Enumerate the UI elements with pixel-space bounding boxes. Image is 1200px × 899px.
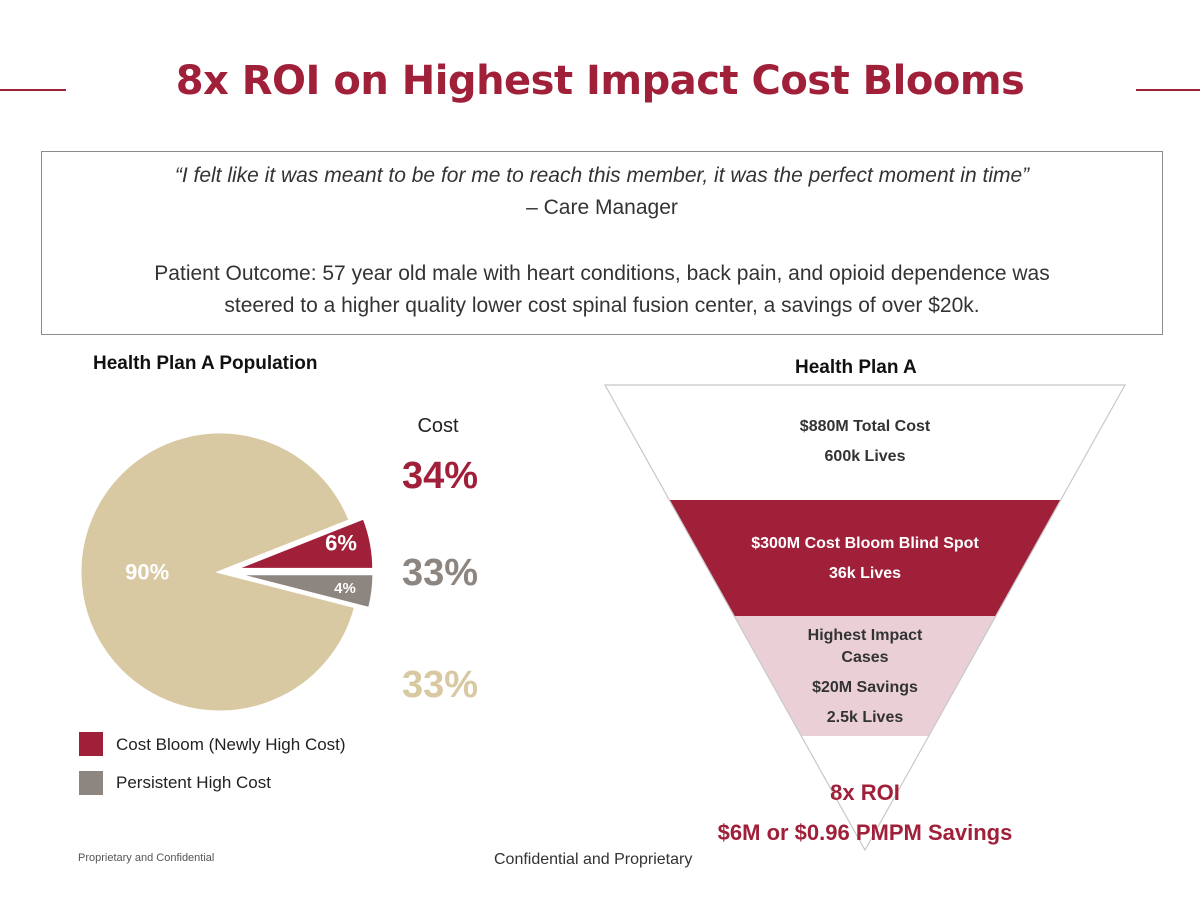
legend-swatch-cost-bloom	[79, 732, 103, 756]
patient-outcome: Patient Outcome: 57 year old male with h…	[62, 258, 1142, 322]
funnel-stage-2-text: $300M Cost Bloom Blind Spot 36k Lives	[710, 535, 1020, 583]
funnel-outline	[603, 384, 1127, 852]
pie-slice-rest	[78, 430, 358, 714]
legend-label-cost-bloom: Cost Bloom (Newly High Cost)	[116, 735, 346, 754]
legend-swatch-persistent	[79, 771, 103, 795]
pie-label-persistent: 4%	[334, 580, 356, 597]
funnel-stage-1	[605, 385, 1125, 500]
footer-center: Confidential and Proprietary	[494, 851, 693, 868]
quote-author: – Care Manager	[526, 196, 678, 219]
pie-label-cost-bloom: 6%	[325, 531, 357, 556]
title-rule-left	[0, 89, 66, 91]
cost-share-persistent: 33%	[401, 552, 479, 594]
pie-title: Health Plan A Population	[93, 353, 318, 374]
funnel-stage-2	[669, 500, 1061, 616]
funnel-stage-1-line-2: 600k Lives	[824, 448, 906, 465]
funnel-chart	[603, 384, 1127, 852]
pie-label-rest: 90%	[125, 560, 169, 585]
outcome-line-1: Patient Outcome: 57 year old male with h…	[154, 262, 1050, 285]
legend-label-persistent: Persistent High Cost	[116, 773, 271, 792]
outcome-line-2: steered to a higher quality lower cost s…	[224, 294, 980, 317]
funnel-stage-1-line-1: $880M Total Cost	[799, 418, 931, 435]
funnel-stage-1-text: $880M Total Cost 600k Lives	[740, 418, 990, 466]
pie-slice-cost-bloom	[233, 515, 376, 571]
cost-share-rest: 33%	[401, 664, 479, 706]
footer-left: Proprietary and Confidential	[78, 852, 215, 864]
cost-header: Cost	[417, 415, 459, 437]
quote-text: “I felt like it was meant to be for me t…	[174, 164, 1030, 187]
pie-slice-persistent	[233, 572, 376, 611]
funnel-stage-3-line-3: $20M Savings	[812, 679, 918, 696]
title-rule-right	[1136, 89, 1200, 91]
pie-chart: 6% 4% 90%	[78, 430, 376, 714]
funnel-stage-3-line-2: Cases	[841, 649, 889, 666]
cost-share-cost-bloom: 34%	[401, 455, 479, 497]
funnel-stage-2-line-2: 36k Lives	[828, 565, 902, 582]
funnel-stage-2-line-1: $300M Cost Bloom Blind Spot	[751, 535, 979, 552]
savings-label: $6M or $0.96 PMPM Savings	[717, 820, 1013, 845]
page-title: 8x ROI on Highest Impact Cost Blooms	[175, 58, 1025, 104]
funnel-stage-3-line-1: Highest Impact	[807, 627, 923, 644]
funnel-title: Health Plan A	[795, 357, 917, 378]
funnel-stage-3-text: Highest Impact Cases $20M Savings 2.5k L…	[760, 625, 970, 729]
quote-box: “I felt like it was meant to be for me t…	[41, 151, 1163, 335]
funnel-stage-3	[734, 616, 996, 736]
funnel-stage-3-line-4: 2.5k Lives	[826, 709, 904, 726]
roi-label: 8x ROI	[830, 780, 900, 805]
